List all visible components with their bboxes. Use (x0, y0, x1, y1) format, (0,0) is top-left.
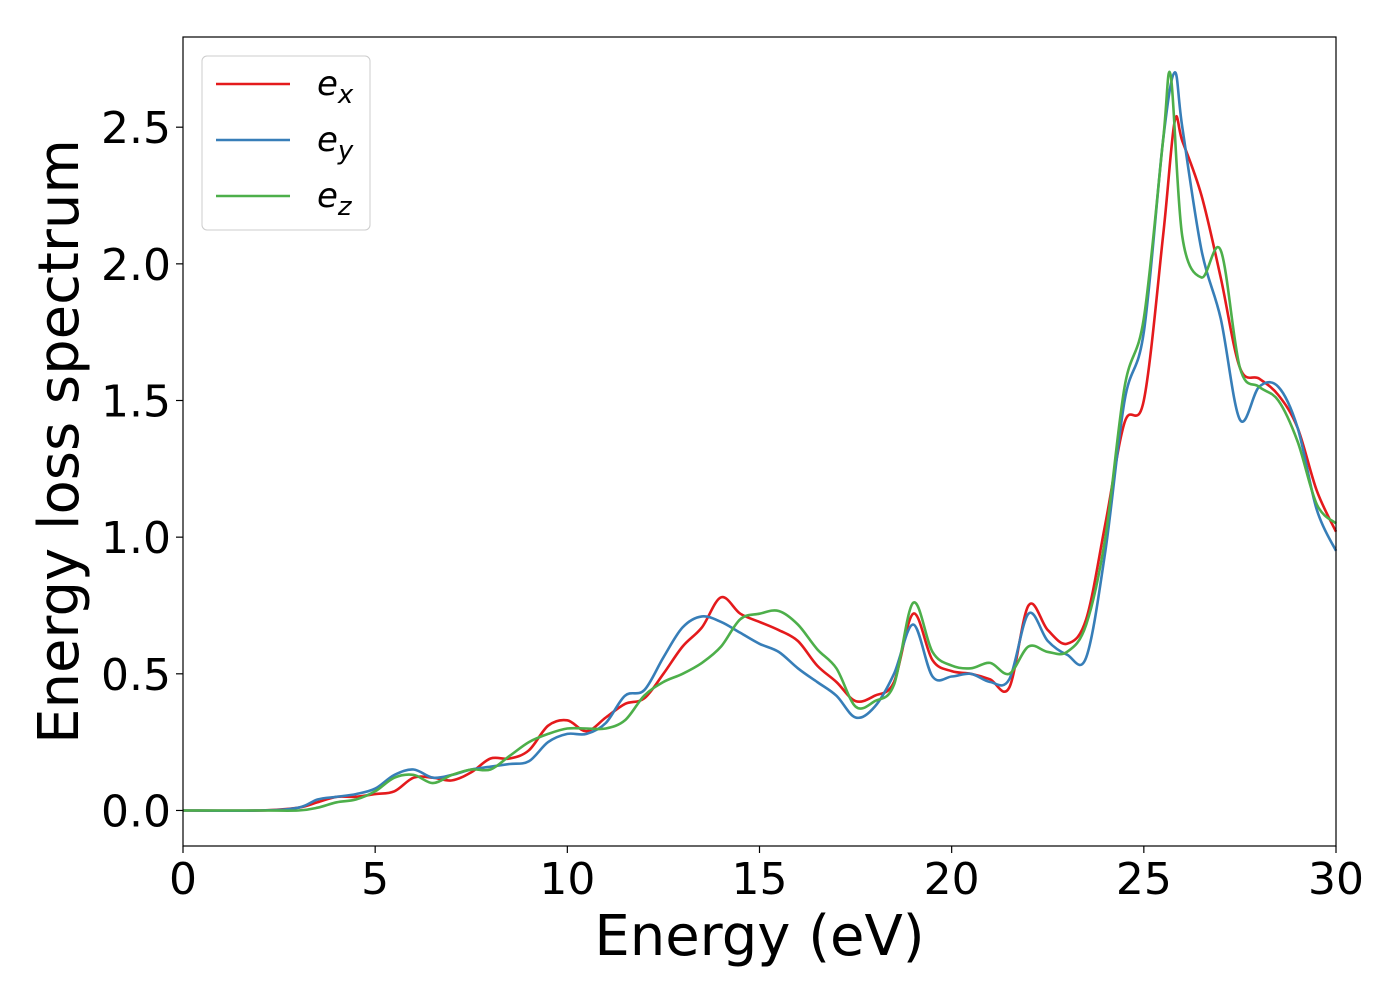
series-line-e-x (182, 114, 1338, 812)
y-axis-title: Energy loss spectrum (27, 139, 92, 744)
x-tick-label: 15 (732, 854, 788, 905)
x-tick-label: 25 (1116, 854, 1172, 905)
x-tick-label: 0 (169, 854, 197, 905)
x-tick-label: 30 (1308, 854, 1364, 905)
series-layer (182, 70, 1338, 812)
x-tick-label: 20 (924, 854, 980, 905)
legend-box (201, 55, 371, 231)
y-tick-label: 0.5 (101, 650, 171, 701)
y-axis: 0.0 0.5 1.0 1.5 2.0 2.5 (101, 103, 183, 837)
x-tick-label: 5 (361, 854, 389, 905)
y-tick-label: 0.0 (101, 786, 171, 837)
x-axis-title: Energy (eV) (594, 904, 924, 969)
y-tick-label: 2.5 (101, 103, 171, 154)
y-tick-label: 2.0 (101, 240, 171, 291)
y-tick-label: 1.0 (101, 513, 171, 564)
x-axis: 0 5 10 15 20 25 30 (169, 846, 1364, 905)
y-tick-label: 1.5 (101, 377, 171, 428)
x-tick-label: 10 (539, 854, 595, 905)
plot-area (183, 37, 1336, 846)
series-line-e-z (182, 70, 1337, 812)
